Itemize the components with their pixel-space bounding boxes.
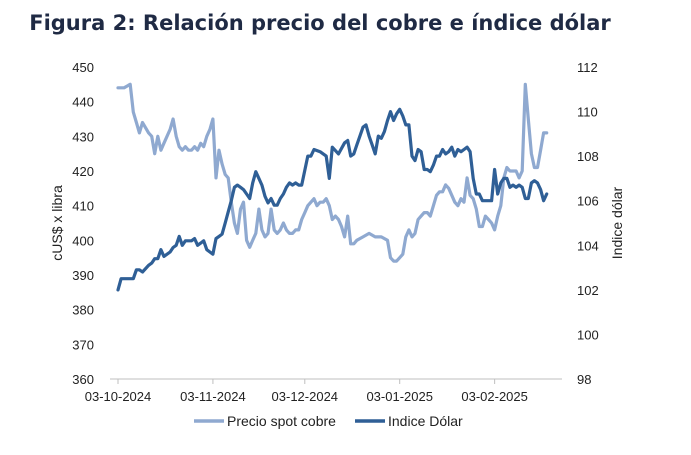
series-line-indice-dolar [116, 107, 549, 292]
x-tick-label: 03-10-2024 [85, 389, 152, 404]
series-line-precio-cobre [116, 82, 549, 263]
series-layer [116, 82, 549, 292]
y-tick-left-label: 440 [72, 95, 94, 110]
y-tick-right-label: 112 [577, 60, 598, 75]
y-tick-right-label: 102 [577, 283, 599, 298]
y-tick-right-label: 104 [577, 238, 599, 253]
x-axis: 03-10-2024 03-11-2024 03-12-2024 03-01-2025… [85, 378, 562, 404]
y-tick-left-label: 400 [72, 233, 94, 248]
y-tick-right-label: 106 [577, 194, 599, 209]
y-tick-left-label: 370 [72, 337, 94, 352]
legend: Precio spot cobre Indice Dólar [194, 413, 463, 429]
x-tick-label: 03-11-2024 [180, 389, 246, 404]
y-tick-left-label: 380 [72, 303, 94, 318]
y-axis-right: 98 100 102 104 106 108 110 112 [577, 60, 599, 387]
y-axis-left: 360 370 380 390 400 410 420 430 440 450 [72, 60, 94, 387]
y-tick-left-label: 360 [72, 372, 94, 387]
y-tick-left-label: 430 [72, 129, 94, 144]
y-tick-left-label: 390 [72, 268, 94, 283]
legend-label-precio-cobre: Precio spot cobre [227, 413, 336, 429]
x-tick-label: 03-02-2025 [461, 389, 528, 404]
y-axis-label-left: cUS$ x libra [49, 185, 65, 261]
y-tick-right-label: 110 [577, 105, 598, 120]
y-tick-left-label: 450 [72, 60, 94, 75]
y-tick-right-label: 98 [577, 372, 591, 387]
y-tick-left-label: 420 [72, 164, 94, 179]
x-tick-label: 03-01-2025 [366, 389, 433, 404]
y-tick-right-label: 100 [577, 327, 599, 342]
legend-label-indice-dolar: Indice Dólar [388, 413, 463, 429]
y-tick-left-label: 410 [72, 199, 94, 214]
chart-title: Figura 2: Relación precio del cobre e ín… [29, 11, 611, 35]
y-tick-right-label: 108 [577, 149, 599, 164]
y-axis-label-right: Indice dólar [609, 186, 625, 259]
x-tick-label: 03-12-2024 [272, 389, 339, 404]
